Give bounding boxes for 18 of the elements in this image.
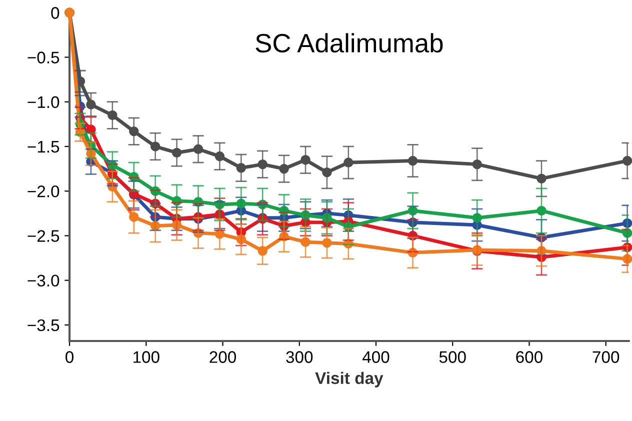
y-tick-label: −1.0: [28, 96, 60, 108]
y-tick-label: −2.5: [28, 230, 60, 242]
y-tick-label: −2.0: [28, 186, 60, 198]
y-tick-label: −0.5: [28, 52, 60, 64]
x-tick-label: 700: [592, 351, 620, 363]
y-tick-label: 0: [51, 7, 60, 19]
x-tick-label: 600: [516, 351, 542, 363]
x-tick-label: 0: [66, 351, 74, 363]
y-tick-label: −3.0: [28, 274, 60, 287]
x-axis-title: Visit day: [315, 372, 384, 388]
annotation: SC Adalimumab: [256, 33, 443, 53]
y-tick-label: −1.5: [28, 141, 60, 153]
x-tick-label: 400: [362, 351, 390, 363]
x-tick-label: 500: [439, 351, 466, 363]
y-tick-label: −3.5: [28, 319, 60, 332]
x-tick-label: 300: [286, 351, 313, 363]
x-tick-label: 200: [210, 351, 236, 363]
x-tick-label: 100: [134, 351, 160, 363]
